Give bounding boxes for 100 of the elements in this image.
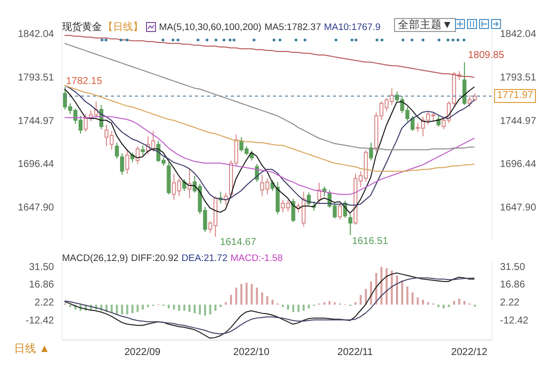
y-tick-label: 1647.90 [18, 202, 54, 214]
bar [401, 280, 404, 305]
bar [282, 304, 284, 308]
candlestick [306, 192, 311, 206]
bar [463, 301, 466, 305]
bar [334, 302, 336, 305]
y-tick-label: 1744.97 [18, 116, 54, 127]
bar [287, 304, 290, 310]
bar [126, 304, 128, 314]
bar [323, 302, 326, 305]
bar [246, 282, 248, 305]
bar [328, 301, 331, 305]
chart-title: 现货黄金 [62, 20, 102, 34]
y-tick-label: 16.86 [28, 280, 54, 291]
annotation: 1782.15 [66, 76, 102, 87]
bar [69, 304, 72, 308]
x-tick-label: 2022/10 [233, 347, 270, 358]
annotation: DIFF:20.92 [131, 253, 179, 264]
bar [442, 304, 445, 308]
bar [297, 304, 300, 312]
y-tick-label: 2.22 [34, 298, 54, 308]
bar [147, 304, 149, 308]
y-tick-label: 1793.51 [18, 72, 54, 84]
bar [448, 304, 450, 308]
candlestick [322, 186, 326, 197]
bar [220, 304, 222, 308]
candlestick [114, 142, 119, 160]
bar [250, 284, 253, 305]
annotation: MA10:1767.9 [324, 22, 380, 32]
bar [183, 304, 186, 311]
bar [230, 294, 232, 305]
candlestick [120, 152, 124, 176]
bar [453, 301, 456, 305]
bar [131, 304, 134, 314]
y2-tick-label: 31.50 [500, 262, 526, 273]
bar [256, 288, 258, 305]
bar [214, 304, 216, 311]
bar [178, 304, 180, 311]
bar [360, 294, 362, 305]
bar [235, 288, 238, 305]
bar [422, 300, 424, 305]
y-tick-label: 31.50 [28, 262, 54, 273]
annotation: 1809.85 [468, 50, 504, 61]
y2-tick-label: 2.22 [500, 298, 520, 308]
bar [412, 292, 414, 305]
bar [302, 304, 305, 311]
bar [204, 304, 206, 316]
bar [396, 275, 398, 305]
bar [438, 304, 440, 308]
y2-tick-label: -12.42 [500, 315, 529, 326]
y-tick-label: -12.42 [26, 315, 54, 326]
bar [292, 304, 294, 312]
bar [266, 296, 268, 305]
annotation: 1616.51 [352, 236, 388, 247]
candlestick [462, 62, 466, 106]
bar [380, 266, 382, 305]
candlestick [348, 214, 352, 236]
bar [427, 302, 430, 305]
annotation: DEA:21.72 [182, 253, 228, 264]
bar [240, 284, 242, 305]
candlestick [125, 149, 130, 174]
y-tick-label: 1842.04 [18, 29, 54, 40]
bar [261, 292, 264, 305]
x-tick-label: 2022/12 [451, 347, 488, 358]
bar [458, 298, 460, 305]
bar [386, 268, 388, 305]
line-series [64, 84, 475, 172]
bar [308, 304, 310, 308]
y2-tick-label: 1793.51 [500, 72, 537, 84]
y2-tick-label: 1842.04 [500, 29, 537, 40]
text: 日线 ▲ [14, 342, 50, 356]
bar [142, 304, 144, 310]
bar [194, 304, 196, 314]
bar [406, 286, 408, 305]
annotation: MA(5,10,30,60,100,200) [159, 22, 262, 32]
y2-tick-label: 1647.90 [500, 202, 537, 214]
bar [116, 304, 118, 314]
bar [416, 297, 419, 305]
bar [370, 282, 372, 305]
chart-subtitle: 【日线】 [103, 20, 143, 34]
bar [209, 304, 212, 314]
bar [272, 300, 274, 305]
bar [390, 270, 393, 305]
candlestick [291, 198, 296, 223]
x-tick-label: 2022/09 [124, 347, 161, 358]
annotation: 1614.67 [220, 237, 256, 248]
candlestick [338, 202, 342, 220]
bar [121, 304, 124, 314]
candlestick [369, 142, 374, 161]
bar [168, 304, 170, 308]
y2-tick-label: 1744.97 [500, 116, 537, 127]
candlestick [140, 144, 145, 156]
x-tick-label: 2022/11 [337, 347, 374, 358]
bar [172, 304, 175, 310]
annotation: MA5:1782.37 [264, 22, 321, 32]
y-tick-label: 1696.44 [18, 159, 54, 170]
candlestick [136, 146, 140, 165]
annotation: MACD(26,12,9) [62, 253, 128, 264]
bar [224, 302, 227, 305]
annotation: MACD:-1.58 [230, 253, 283, 264]
